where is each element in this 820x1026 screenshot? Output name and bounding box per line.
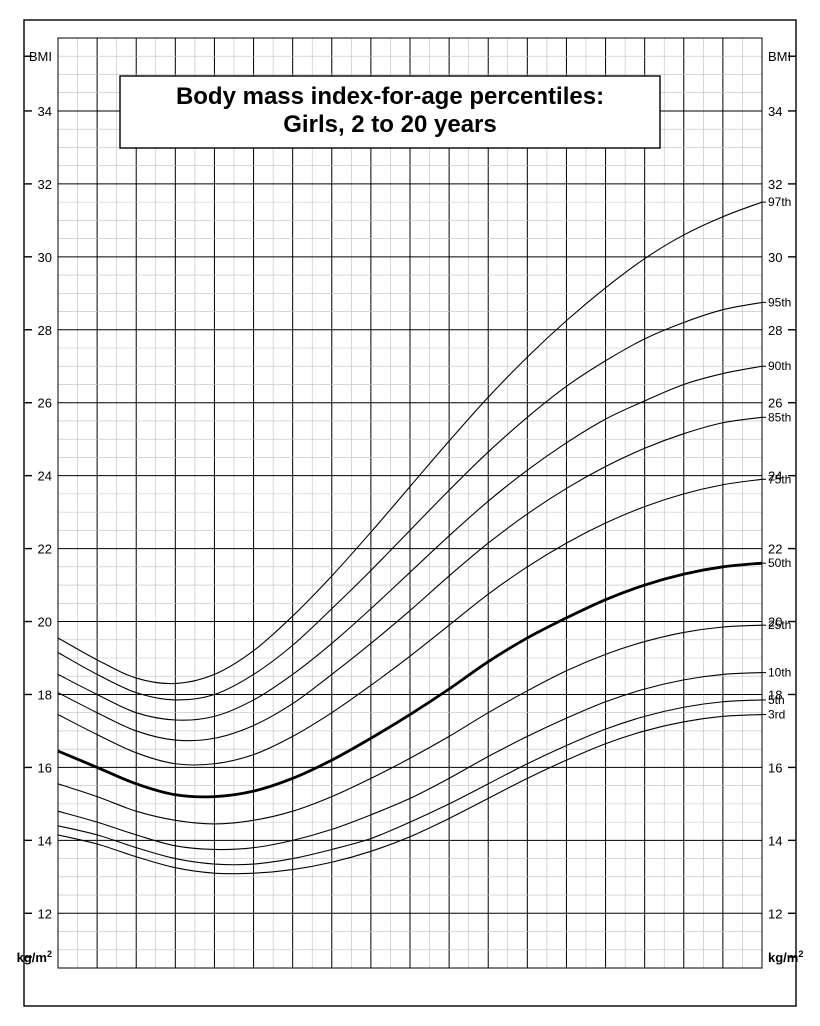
- y-tick-label-left: 22: [38, 542, 52, 557]
- curve-label-10th: 10th: [768, 666, 791, 680]
- y-tick-label-right: 34: [768, 104, 782, 119]
- y-tick-label-left: 34: [38, 104, 52, 119]
- y-tick-label-right: 16: [768, 760, 782, 775]
- y-tick-label-left: 18: [38, 687, 52, 702]
- y-tick-label-right: 30: [768, 250, 782, 265]
- curve-label-25th: 25th: [768, 618, 791, 632]
- y-tick-label-left: 26: [38, 396, 52, 411]
- y-tick-label-left: 20: [38, 615, 52, 630]
- y-tick-label-right: 32: [768, 177, 782, 192]
- curve-label-5th: 5th: [768, 693, 785, 707]
- curve-label-90th: 90th: [768, 359, 791, 373]
- chart-title-line1: Body mass index-for-age percentiles:: [176, 83, 604, 110]
- curve-label-97th: 97th: [768, 195, 791, 209]
- y-axis-top-label-left: BMI: [29, 49, 52, 64]
- y-tick-label-left: 12: [38, 906, 52, 921]
- curve-label-50th: 50th: [768, 556, 791, 570]
- bmi-percentile-chart: 1212141416161818202022222424262628283030…: [0, 0, 820, 1026]
- chart-title-line2: Girls, 2 to 20 years: [283, 111, 496, 138]
- y-tick-label-right: 26: [768, 396, 782, 411]
- y-tick-label-left: 28: [38, 323, 52, 338]
- y-tick-label-left: 30: [38, 250, 52, 265]
- y-tick-label-left: 14: [38, 833, 52, 848]
- y-tick-label-right: 28: [768, 323, 782, 338]
- y-tick-label-right: 12: [768, 906, 782, 921]
- curve-label-85th: 85th: [768, 410, 791, 424]
- y-tick-label-right: 14: [768, 833, 782, 848]
- bmi-chart-container: 1212141416161818202022222424262628283030…: [0, 0, 820, 1026]
- y-tick-label-right: 22: [768, 542, 782, 557]
- curve-label-75th: 75th: [768, 472, 791, 486]
- y-axis-bottom-label-right: kg/m2: [768, 949, 803, 965]
- y-tick-label-left: 16: [38, 760, 52, 775]
- y-axis-top-label-right: BMI: [768, 49, 791, 64]
- y-tick-label-left: 32: [38, 177, 52, 192]
- curve-label-3rd: 3rd: [768, 708, 785, 722]
- curve-label-95th: 95th: [768, 295, 791, 309]
- y-axis-bottom-label-left: kg/m2: [17, 949, 52, 965]
- y-tick-label-left: 24: [38, 469, 52, 484]
